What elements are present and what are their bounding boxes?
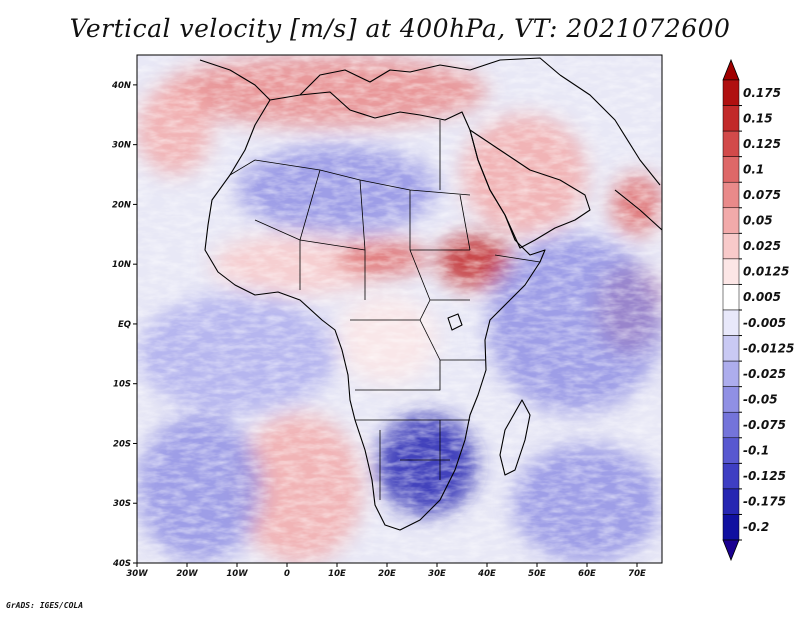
credit-footer: GrADS: IGES/COLA	[6, 601, 84, 610]
colorbar-label: -0.175	[743, 495, 786, 509]
lon-tick-label: 20W	[176, 569, 198, 579]
colorbar-label: -0.2	[743, 520, 769, 534]
madagascar-coastline	[499, 399, 531, 476]
map-frame	[136, 54, 663, 564]
colorbar-swatch	[722, 156, 740, 183]
lon-tick-label: 70E	[628, 569, 646, 579]
lon-tick-label: 40E	[477, 569, 496, 579]
lon-tick-label: 30E	[428, 569, 446, 579]
colorbar-swatch	[722, 335, 740, 362]
colorbar-swatch	[722, 488, 740, 515]
map-title: Vertical velocity [m/s] at 400hPa, VT: 2…	[69, 14, 731, 43]
colorbar-swatch	[722, 79, 740, 106]
colorbar-label: 0.0125	[743, 265, 789, 279]
lat-tick-label: 10N	[112, 260, 131, 270]
colorbar-label: 0.005	[743, 290, 781, 304]
colorbar-top-arrow	[722, 58, 740, 81]
colorbar-swatch	[722, 463, 740, 490]
lat-tick-label: EQ	[118, 320, 131, 330]
colorbar-label: -0.125	[743, 469, 786, 483]
lat-tick-label: 30S	[113, 499, 131, 509]
colorbar-swatch	[722, 514, 740, 541]
colorbar-label: -0.075	[743, 418, 786, 432]
colorbar-swatch	[722, 411, 740, 439]
lat-tick-label: 20N	[112, 200, 131, 210]
colorbar-label: -0.05	[743, 392, 778, 406]
colorbar-swatch	[722, 207, 740, 234]
colorbar-label: -0.1	[743, 444, 769, 458]
lon-tick-label: 0	[284, 569, 290, 579]
lake-victoria	[447, 313, 463, 331]
colorbar-swatch	[722, 309, 740, 336]
turbulence-texture	[137, 55, 662, 563]
colorbar-swatch	[722, 386, 740, 413]
asia-coastline	[559, 74, 662, 231]
colorbar-swatch	[722, 181, 740, 209]
lon-tick-label: 10E	[328, 569, 346, 579]
arabia-coastline	[469, 129, 591, 249]
colorbar-label: 0.125	[743, 137, 781, 151]
colorbar-swatch	[722, 233, 740, 260]
colorbar-bottom-arrow	[722, 539, 740, 562]
lat-tick-label: 30N	[112, 141, 131, 151]
lat-tick-label: 20S	[113, 439, 131, 449]
colorbar-swatch	[722, 437, 740, 464]
colorbar-label: -0.0125	[743, 341, 794, 355]
lon-tick-label: 10W	[226, 569, 248, 579]
colorbar-swatch	[722, 360, 740, 387]
lon-tick-label: 60E	[578, 569, 596, 579]
lon-tick-label: 50E	[528, 569, 546, 579]
colorbar-label: -0.005	[743, 316, 786, 330]
colorbar-swatch	[722, 105, 740, 132]
colorbar-swatch	[722, 258, 740, 285]
africa-coastline	[204, 91, 546, 531]
colorbar-label: 0.175	[743, 86, 781, 100]
lat-tick-label: 10S	[113, 380, 131, 390]
colorbar: 0.175 0.15 0.125 0.1 0.075 0.05 0.025 0.0125 0.0…	[722, 58, 794, 562]
colorbar-label: 0.025	[743, 239, 781, 253]
lon-tick-label: 30W	[126, 569, 148, 579]
coastlines-and-borders	[199, 57, 662, 531]
lat-tick-label: 40N	[111, 81, 131, 91]
colorbar-label: 0.05	[743, 214, 773, 228]
colorbar-swatch	[722, 130, 740, 157]
colorbar-label: 0.1	[743, 162, 764, 176]
europe-coastline	[199, 57, 561, 101]
lat-tick-label: 40S	[112, 559, 131, 569]
colorbar-label: -0.025	[743, 367, 786, 381]
colorbar-swatch	[722, 284, 740, 311]
colorbar-label: 0.15	[743, 111, 773, 125]
axis-ticks: 30W 20W 10W 0 10E 20E 30E 40E 50E 60E 70E 40N 30N 20N…	[111, 81, 646, 579]
country-borders	[229, 120, 541, 500]
lon-tick-label: 20E	[378, 569, 396, 579]
colorbar-label: 0.075	[743, 188, 781, 202]
